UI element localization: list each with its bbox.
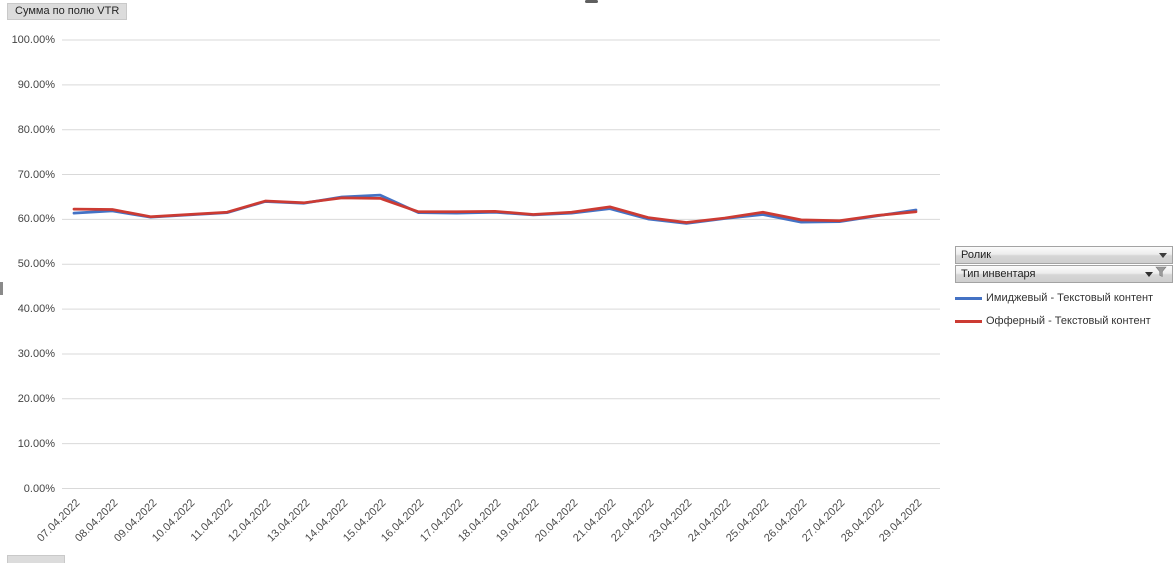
legend-label: Офферный - Текстовый контент bbox=[986, 315, 1151, 327]
line-chart-plot-area bbox=[62, 39, 940, 489]
axis-field-button-fragment[interactable] bbox=[7, 555, 65, 563]
field-button-label: Ролик bbox=[961, 249, 992, 261]
y-axis-tick-label: 30.00% bbox=[17, 347, 55, 360]
filter-icon[interactable] bbox=[1155, 266, 1167, 283]
y-axis-tick-label: 60.00% bbox=[17, 213, 55, 226]
y-axis-tick-label: 40.00% bbox=[17, 303, 55, 316]
field-button-rolik[interactable]: Ролик bbox=[955, 246, 1173, 264]
legend-item: Имиджевый - Текстовый контент bbox=[955, 291, 1153, 305]
y-axis-tick-label: 50.00% bbox=[17, 258, 55, 271]
y-axis-tick-label: 0.00% bbox=[23, 482, 55, 495]
y-axis-tick-label: 90.00% bbox=[17, 78, 55, 91]
series-line-swatch bbox=[955, 296, 982, 300]
chevron-down-icon[interactable] bbox=[1145, 271, 1153, 277]
series-line-swatch bbox=[955, 319, 982, 323]
series-line-1 bbox=[72, 196, 918, 224]
y-axis-tick-label: 70.00% bbox=[17, 168, 55, 181]
value-field-button[interactable]: Сумма по полю VTR bbox=[7, 3, 128, 20]
y-axis-tick-label: 80.00% bbox=[17, 123, 55, 136]
chart-title-fragment bbox=[585, 0, 598, 3]
y-axis-tick-label: 20.00% bbox=[17, 392, 55, 405]
legend-label: Имиджевый - Текстовый контент bbox=[986, 292, 1154, 304]
y-axis-tick-label: 10.00% bbox=[17, 437, 55, 450]
field-button-tip-inventarya[interactable]: Тип инвентаря bbox=[955, 265, 1173, 283]
field-button-label: Тип инвентаря bbox=[961, 268, 1036, 280]
legend-item: Офферный - Текстовый контент bbox=[955, 314, 1151, 328]
y-axis-tick-label: 100.00% bbox=[11, 34, 55, 46]
chevron-down-icon[interactable] bbox=[1159, 252, 1167, 258]
axis-title-fragment bbox=[0, 282, 3, 295]
